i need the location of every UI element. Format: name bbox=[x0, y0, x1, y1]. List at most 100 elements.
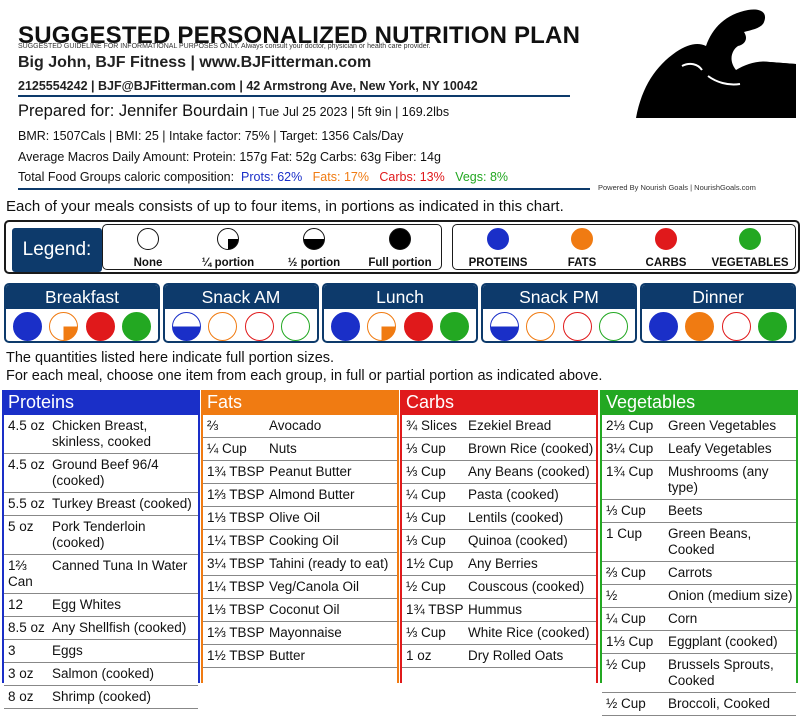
meal-name: Lunch bbox=[324, 285, 476, 309]
food-name: Veg/Canola Oil bbox=[269, 579, 360, 594]
client-divider bbox=[18, 188, 590, 190]
food-quantity: 1¾ TBSP bbox=[207, 464, 265, 479]
food-quantity: ⅓ Cup bbox=[406, 625, 446, 640]
food-quantity: 8.5 oz bbox=[8, 620, 45, 635]
food-item-row: 1⅔ TBSP Almond Butter bbox=[203, 484, 397, 507]
food-item-row: 1⅓ Cup Eggplant (cooked) bbox=[602, 631, 796, 654]
food-quantity: 3 oz bbox=[8, 666, 34, 681]
portion-circle bbox=[562, 312, 592, 341]
portion-circle bbox=[367, 312, 397, 341]
meal-name: Snack AM bbox=[165, 285, 317, 309]
food-item-row: 12 Egg Whites bbox=[4, 594, 198, 617]
food-item-row: 1⅓ TBSP Coconut Oil bbox=[203, 599, 397, 622]
column-header: Vegetables bbox=[602, 390, 796, 415]
food-name: Peanut Butter bbox=[269, 464, 352, 479]
food-item-row: 2⅓ Cup Green Vegetables bbox=[602, 415, 796, 438]
food-name: Chicken Breast, skinless, cooked bbox=[52, 418, 152, 449]
food-item-row: 1¾ TBSP Hummus bbox=[402, 599, 596, 622]
food-name: Ezekiel Bread bbox=[468, 418, 552, 433]
food-quantity: 1⅔ TBSP bbox=[207, 487, 265, 502]
food-quantity: ⅓ Cup bbox=[406, 533, 446, 548]
food-item-row: 1¼ TBSP Cooking Oil bbox=[203, 530, 397, 553]
food-item-row: 8.5 oz Any Shellfish (cooked) bbox=[4, 617, 198, 640]
food-name: Brussels Sprouts, Cooked bbox=[668, 657, 774, 688]
food-item-row: 4.5 oz Ground Beef 96/4 (cooked) bbox=[4, 454, 198, 493]
food-name: Dry Rolled Oats bbox=[468, 648, 564, 663]
food-name: Coconut Oil bbox=[269, 602, 340, 617]
food-item-row: 1 oz Dry Rolled Oats bbox=[402, 645, 596, 668]
food-item-row: ½ Cup Brussels Sprouts, Cooked bbox=[602, 654, 796, 693]
portion-circle bbox=[403, 312, 433, 341]
food-name: Green Beans, Cooked bbox=[668, 526, 752, 557]
food-item-row: ⅓ Cup Quinoa (cooked) bbox=[402, 530, 596, 553]
food-name: Canned Tuna In Water bbox=[52, 558, 188, 573]
portion-circle bbox=[330, 312, 360, 341]
food-quantity: 3 bbox=[8, 643, 16, 658]
food-name: Mayonnaise bbox=[269, 625, 342, 640]
food-name: Pork Tenderloin (cooked) bbox=[52, 519, 146, 550]
food-item-row: 1⅓ TBSP Olive Oil bbox=[203, 507, 397, 530]
food-name: Almond Butter bbox=[269, 487, 355, 502]
food-item-row: 1⅔ TBSP Mayonnaise bbox=[203, 622, 397, 645]
meal-card: Breakfast bbox=[4, 283, 160, 343]
quarter-circle-icon bbox=[217, 228, 239, 250]
meal-card: Lunch bbox=[322, 283, 478, 343]
client-name: Prepared for: Jennifer Bourdain bbox=[18, 102, 249, 120]
food-quantity: 4.5 oz bbox=[8, 457, 45, 472]
food-name: Butter bbox=[269, 648, 306, 663]
note-choose-items: For each meal, choose one item from each… bbox=[6, 368, 603, 384]
food-item-row: ¼ Cup Nuts bbox=[203, 438, 397, 461]
food-quantity: 1½ TBSP bbox=[207, 648, 265, 663]
food-name: Mushrooms (any type) bbox=[668, 464, 769, 495]
food-quantity: 1⅓ TBSP bbox=[207, 602, 265, 617]
composition-prots: Prots: 62% bbox=[241, 170, 303, 184]
portion-circle bbox=[758, 312, 788, 341]
food-name: Salmon (cooked) bbox=[52, 666, 155, 681]
food-name: Beets bbox=[668, 503, 703, 518]
composition-label: Total Food Groups caloric composition: bbox=[18, 170, 235, 184]
food-item-row: 1¾ TBSP Peanut Butter bbox=[203, 461, 397, 484]
proteins-column: Proteins 4.5 oz Chicken Breast, skinless, … bbox=[2, 390, 200, 709]
meal-name: Breakfast bbox=[6, 285, 158, 309]
food-quantity: ½ Cup bbox=[406, 579, 446, 594]
client-details: | Tue Jul 25 2023 | 5ft 9in | 169.2lbs bbox=[248, 105, 450, 119]
food-quantity: 1½ Cup bbox=[406, 556, 454, 571]
column-header: Carbs bbox=[402, 390, 596, 415]
legend-fats: FATS bbox=[537, 228, 627, 269]
food-name: Quinoa (cooked) bbox=[468, 533, 568, 548]
portion-circle bbox=[12, 312, 42, 341]
food-item-row: 5.5 oz Turkey Breast (cooked) bbox=[4, 493, 198, 516]
food-name: Brown Rice (cooked) bbox=[468, 441, 594, 456]
legend-vegetables: VEGETABLES bbox=[705, 228, 795, 269]
portion-circle bbox=[244, 312, 274, 341]
food-item-row: 3 Eggs bbox=[4, 640, 198, 663]
empty-circle-icon bbox=[137, 228, 159, 250]
food-name: Carrots bbox=[668, 565, 713, 580]
portion-circle bbox=[685, 312, 715, 341]
food-item-row: ¼ Cup Pasta (cooked) bbox=[402, 484, 596, 507]
food-item-row: ½ Cup Couscous (cooked) bbox=[402, 576, 596, 599]
food-item-row: ⅓ Cup Any Beans (cooked) bbox=[402, 461, 596, 484]
food-quantity: 1 Cup bbox=[606, 526, 643, 541]
food-item-row: 1⅔ Can Canned Tuna In Water bbox=[4, 555, 198, 594]
food-item-row: ⅓ Cup White Rice (cooked) bbox=[402, 622, 596, 645]
food-group-composition: Total Food Groups caloric composition: P… bbox=[18, 170, 508, 184]
food-quantity: 1¼ TBSP bbox=[207, 579, 265, 594]
portion-circle bbox=[526, 312, 556, 341]
food-name: Eggs bbox=[52, 643, 83, 658]
food-name: Onion (medium size) bbox=[668, 588, 793, 603]
food-quantity: ⅓ Cup bbox=[406, 441, 446, 456]
food-item-row: ⅔ Avocado bbox=[203, 415, 397, 438]
food-quantity: 1⅔ TBSP bbox=[207, 625, 265, 640]
food-quantity: 3¼ TBSP bbox=[207, 556, 265, 571]
food-quantity: ¼ Cup bbox=[406, 487, 446, 502]
composition-fats: Fats: 17% bbox=[312, 170, 369, 184]
meal-card: Snack AM bbox=[163, 283, 319, 343]
food-name: Turkey Breast (cooked) bbox=[52, 496, 192, 511]
client-macros: Average Macros Daily Amount: Protein: 15… bbox=[18, 150, 441, 164]
food-quantity: ¼ Cup bbox=[606, 611, 646, 626]
food-quantity: ¾ Slices bbox=[406, 418, 458, 433]
food-name: Any Shellfish (cooked) bbox=[52, 620, 187, 635]
food-item-row: 1½ TBSP Butter bbox=[203, 645, 397, 668]
food-item-row: 1½ Cup Any Berries bbox=[402, 553, 596, 576]
